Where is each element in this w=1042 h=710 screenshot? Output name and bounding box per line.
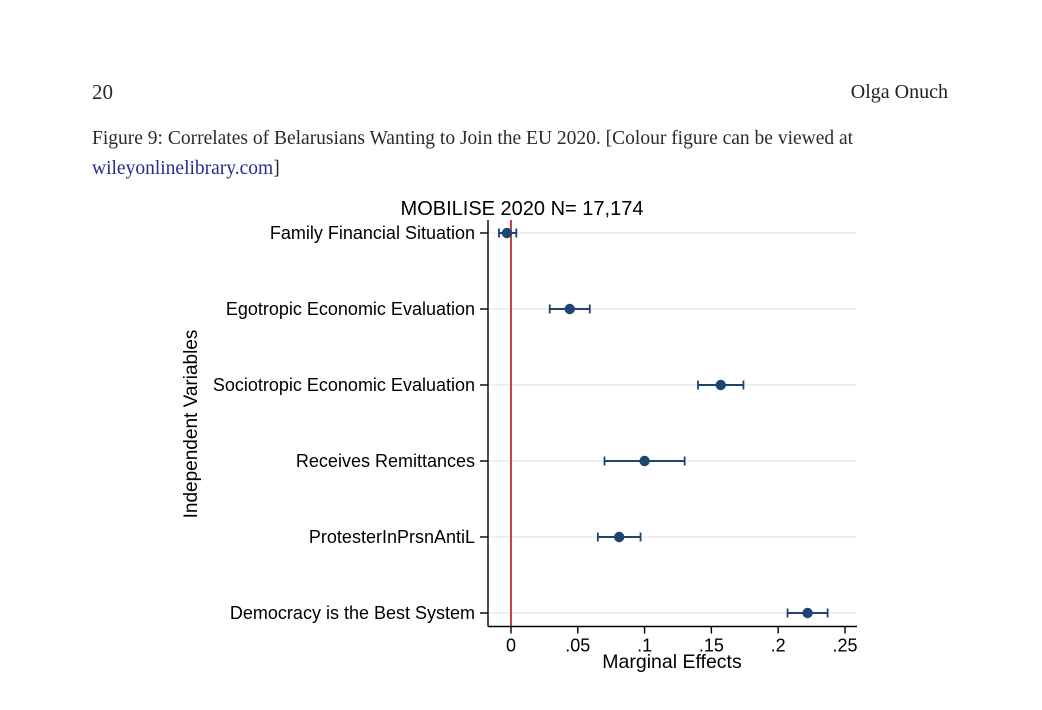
point-marker xyxy=(613,531,625,543)
point-marker xyxy=(715,379,726,391)
x-tick-label: .15 xyxy=(699,636,724,656)
x-tick-label: 0 xyxy=(506,636,516,656)
wiley-library-link[interactable]: wileyonlinelibrary.com xyxy=(92,158,274,180)
x-axis-label: Marginal Effects xyxy=(602,651,742,673)
category-label: Egotropic Economic Evaluation xyxy=(226,299,475,319)
category-label: Sociotropic Economic Evaluation xyxy=(213,375,475,395)
x-tick-label: .1 xyxy=(637,636,652,656)
x-tick-label: .25 xyxy=(832,636,857,656)
x-tick-label: .2 xyxy=(771,636,786,656)
figure-caption-bracket: ] xyxy=(273,158,280,180)
figure-caption: Figure 9: Correlates of Belarusians Want… xyxy=(92,124,970,184)
figure-caption-text: Figure 9: Correlates of Belarusians Want… xyxy=(92,128,854,149)
x-tick-label: .05 xyxy=(565,636,590,656)
author-name: Olga Onuch xyxy=(850,81,948,103)
y-axis-label: Independent Variables xyxy=(181,330,202,519)
page-number: 20 xyxy=(92,80,113,104)
point-marker xyxy=(802,607,813,619)
point-marker xyxy=(501,227,513,239)
category-label: ProtesterInPrsnAntiL xyxy=(309,527,475,547)
category-label: Democracy is the Best System xyxy=(230,603,475,623)
category-label: Receives Remittances xyxy=(296,451,475,471)
chart-title: MOBILISE 2020 N= 17,174 xyxy=(401,198,644,220)
point-marker xyxy=(564,303,575,315)
category-label: Family Financial Situation xyxy=(270,223,475,243)
point-marker xyxy=(639,455,650,467)
